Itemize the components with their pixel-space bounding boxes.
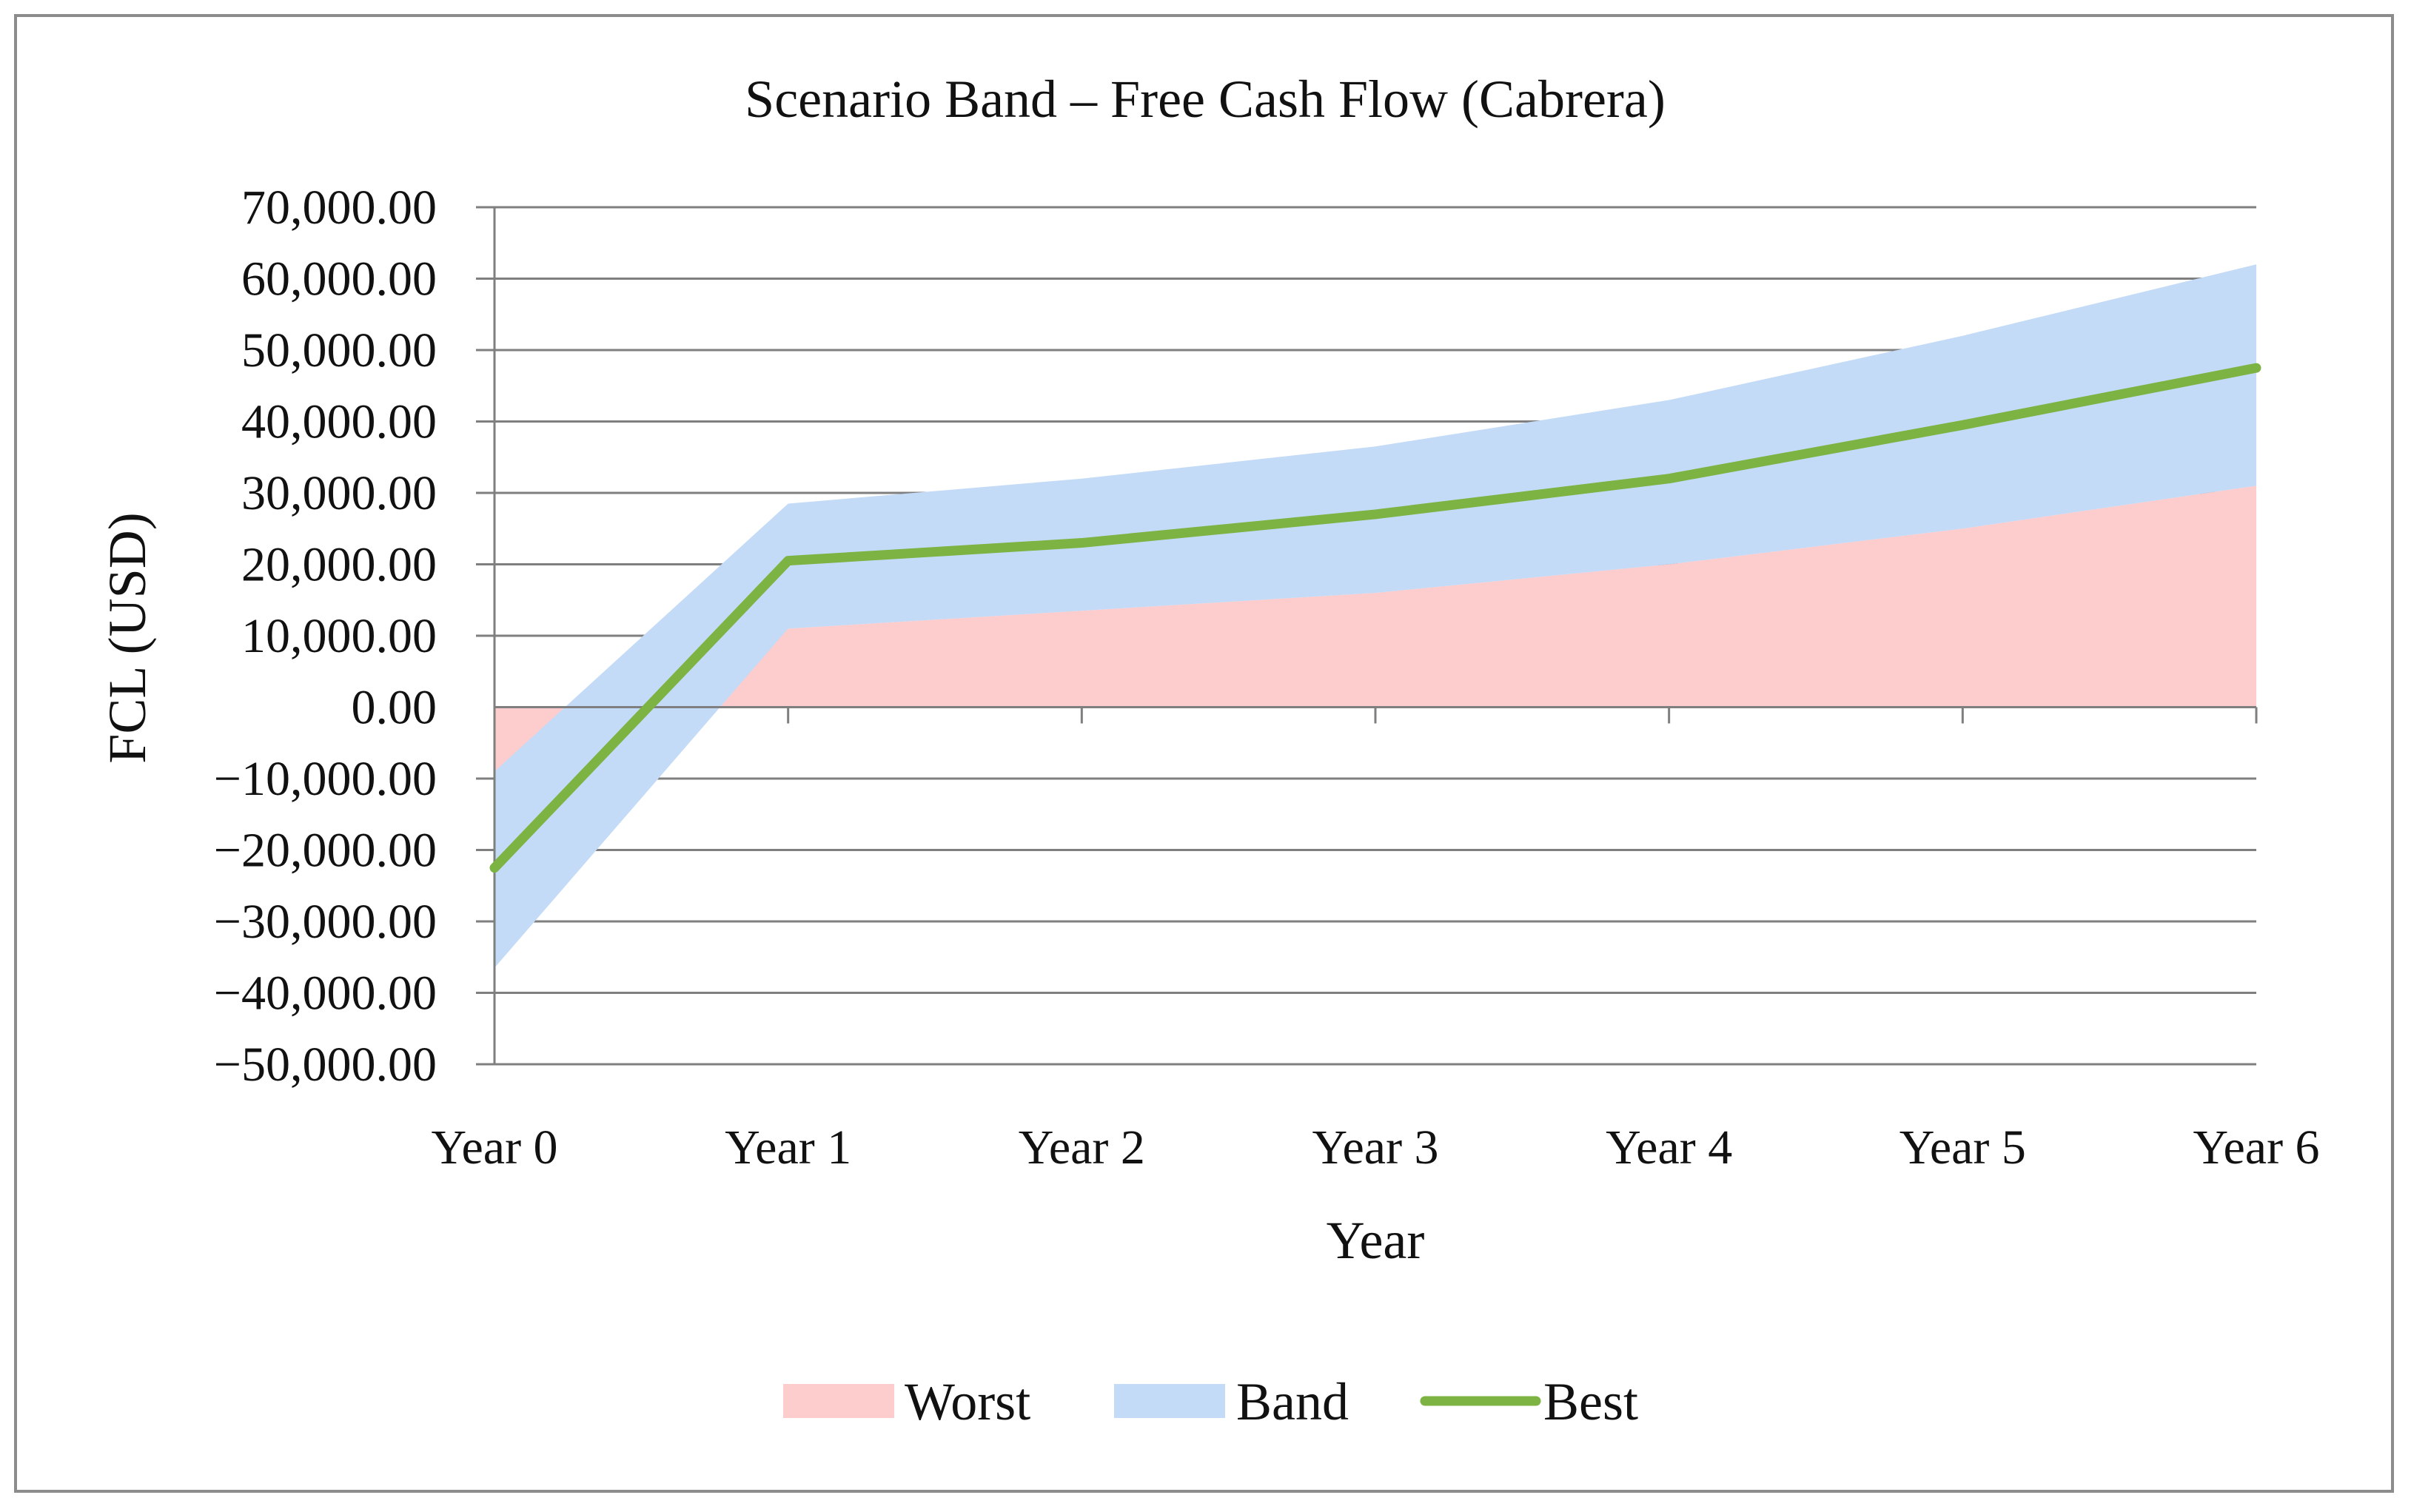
x-axis-title: Year: [1327, 1211, 1425, 1270]
y-tick-label: 50,000.00: [241, 323, 437, 377]
axes: [476, 207, 2258, 1066]
plot-areas: [494, 264, 2256, 968]
x-tick-labels: Year 0 Year 1 Year 2 Year 3 Year 4 Year 5 Year…: [431, 1120, 2319, 1175]
x-tick-label: Year 3: [1312, 1120, 1438, 1175]
y-tick-label: −30,000.00: [214, 895, 437, 949]
legend: Worst Band Best: [783, 1372, 1638, 1431]
plot-lines: [489, 363, 2261, 873]
x-tick-label: Year 2: [1019, 1120, 1145, 1175]
y-tick-label: 70,000.00: [241, 181, 437, 235]
legend-swatch-band: [1114, 1384, 1225, 1418]
y-tick-label: 30,000.00: [241, 466, 437, 520]
legend-label-best: Best: [1543, 1372, 1638, 1431]
y-tick-label: 60,000.00: [241, 252, 437, 306]
x-tick-label: Year 1: [725, 1120, 851, 1175]
x-tick-label: Year 0: [431, 1120, 557, 1175]
y-tick-label: 0.00: [352, 681, 437, 735]
legend-label-band: Band: [1236, 1372, 1349, 1431]
x-tick-label: Year 6: [2193, 1120, 2319, 1175]
y-tick-label: 20,000.00: [241, 538, 437, 592]
chart-frame: [14, 14, 2394, 1493]
series-band-area: [494, 264, 2256, 968]
legend-label-worst: Worst: [905, 1372, 1030, 1431]
series-best-line: [489, 363, 2261, 873]
x-tick-label: Year 5: [1899, 1120, 2026, 1175]
y-tick-label: −10,000.00: [214, 752, 437, 806]
y-tick-labels: 70,000.00 60,000.00 50,000.00 40,000.00 30,0…: [214, 181, 437, 1092]
chart-title: Scenario Band – Free Cash Flow (Cabrera): [745, 70, 1666, 129]
y-tick-label: −20,000.00: [214, 824, 437, 878]
legend-swatch-worst: [783, 1384, 894, 1418]
y-tick-label: −40,000.00: [214, 967, 437, 1021]
y-tick-label: 40,000.00: [241, 395, 437, 449]
x-tick-label: Year 4: [1606, 1120, 1732, 1175]
y-tick-label: 10,000.00: [241, 609, 437, 663]
y-axis-title: FCL (USD): [98, 512, 157, 763]
series-worst-area: [494, 485, 2256, 772]
y-tick-label: −50,000.00: [214, 1038, 437, 1092]
